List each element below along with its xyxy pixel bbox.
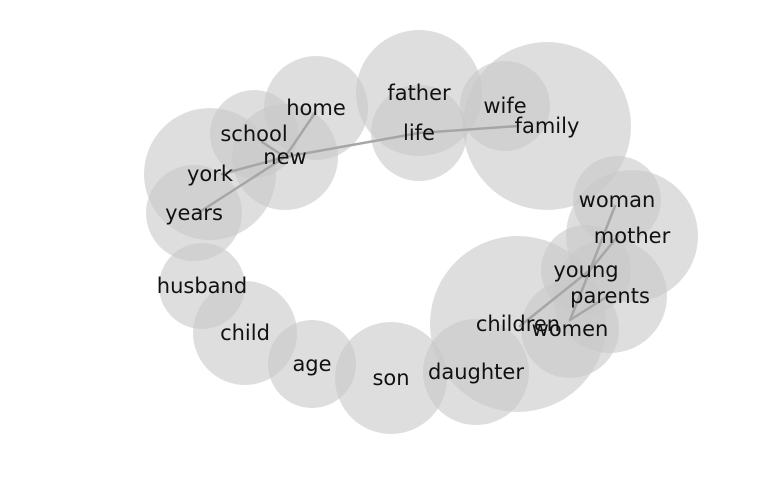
edge-young-children xyxy=(518,268,592,328)
edge-years-new xyxy=(196,155,287,215)
label-years: years xyxy=(165,201,223,225)
label-father: father xyxy=(387,81,451,105)
label-school: school xyxy=(220,122,287,146)
label-mother: mother xyxy=(594,224,671,248)
label-woman: woman xyxy=(579,188,656,212)
bubble-son xyxy=(335,322,447,434)
label-family: family xyxy=(515,114,580,138)
edge-york-new xyxy=(220,155,287,176)
label-child: child xyxy=(220,321,270,345)
label-new: new xyxy=(263,145,306,169)
label-parents: parents xyxy=(570,284,650,308)
label-age: age xyxy=(292,352,331,376)
label-children: children xyxy=(476,312,560,336)
edge-parents-women xyxy=(568,294,610,322)
label-young: young xyxy=(553,258,618,282)
bubble-age xyxy=(268,320,356,408)
label-home: home xyxy=(286,96,346,120)
edge-school-new xyxy=(260,140,287,159)
edge-woman-young xyxy=(588,204,617,272)
edge-layer xyxy=(196,111,620,328)
label-husband: husband xyxy=(157,274,247,298)
label-women: women xyxy=(532,317,609,341)
label-york: york xyxy=(187,162,234,186)
edge-home-new xyxy=(283,111,317,159)
label-daughter: daughter xyxy=(428,360,524,384)
edge-new-life xyxy=(283,131,421,159)
bubble-years xyxy=(146,165,242,261)
label-son: son xyxy=(372,366,409,390)
edge-life-family xyxy=(417,124,520,135)
bubble-daughter xyxy=(423,319,529,425)
label-wife: wife xyxy=(483,94,526,118)
label-life: life xyxy=(403,121,435,145)
edge-mother-young xyxy=(588,234,620,272)
edge-young-women xyxy=(568,268,592,322)
